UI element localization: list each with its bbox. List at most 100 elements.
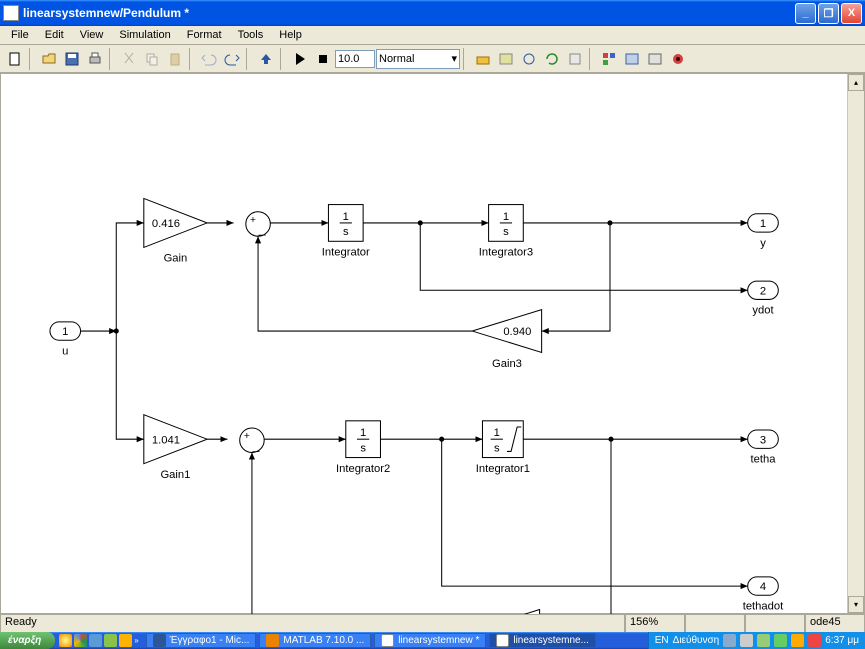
quick-launch-expand[interactable]: »	[134, 636, 138, 645]
tray-icon[interactable]	[808, 634, 821, 647]
stop-button[interactable]	[312, 48, 334, 70]
svg-text:1.041: 1.041	[152, 434, 180, 446]
svg-text:0.416: 0.416	[152, 218, 180, 230]
word-icon	[153, 634, 166, 647]
model-canvas-frame: 1u1y2ydot3tetha4tethadot0.416Gain1.041Ga…	[0, 73, 865, 614]
undo-button[interactable]	[198, 48, 220, 70]
tray-icon[interactable]	[740, 634, 753, 647]
chrome-icon[interactable]	[74, 634, 87, 647]
svg-text:s: s	[360, 442, 366, 454]
svg-text:s: s	[343, 226, 349, 238]
menu-tools[interactable]: Tools	[231, 28, 271, 42]
svg-text:Gain1: Gain1	[160, 469, 190, 481]
run-button[interactable]	[289, 48, 311, 70]
status-ready: Ready	[0, 615, 625, 633]
refresh-icon[interactable]	[541, 48, 563, 70]
status-solver: ode45	[805, 615, 865, 633]
maximize-button[interactable]: ❐	[818, 3, 839, 24]
svg-text:1: 1	[760, 218, 766, 230]
svg-text:Integrator2: Integrator2	[336, 463, 390, 475]
build-icon[interactable]	[472, 48, 494, 70]
svg-text:ydot: ydot	[752, 305, 774, 317]
ql-icon[interactable]	[119, 634, 132, 647]
toolbar-icon-3[interactable]	[518, 48, 540, 70]
svg-text:1: 1	[360, 427, 366, 439]
svg-text:Integrator1: Integrator1	[476, 463, 530, 475]
network-icon[interactable]	[774, 634, 787, 647]
svg-text:s: s	[494, 442, 500, 454]
svg-text:tetha: tetha	[751, 454, 777, 466]
desktop-icon[interactable]	[104, 634, 117, 647]
task-label: linearsystemne...	[513, 635, 589, 646]
task-button-1[interactable]: MATLAB 7.10.0 ...	[259, 633, 371, 648]
menu-edit[interactable]: Edit	[38, 28, 71, 42]
scroll-up-button[interactable]: ▴	[848, 74, 864, 91]
redo-button[interactable]	[221, 48, 243, 70]
svg-text:tethadot: tethadot	[743, 601, 784, 613]
open-button[interactable]	[38, 48, 60, 70]
library-browser-icon[interactable]	[598, 48, 620, 70]
svg-text:Integrator3: Integrator3	[479, 247, 533, 259]
svg-text:2: 2	[760, 285, 766, 297]
debug-icon[interactable]	[667, 48, 689, 70]
svg-text:+: +	[250, 215, 256, 226]
svg-text:y: y	[760, 237, 766, 249]
nav-up-button[interactable]	[255, 48, 277, 70]
svg-text:u: u	[62, 346, 68, 358]
tray-icon[interactable]	[791, 634, 804, 647]
windows-taskbar: έναρξη » Έγγραφο1 - Mic... MATLAB 7.10.0…	[0, 632, 865, 649]
menu-format[interactable]: Format	[180, 28, 229, 42]
window-title: linearsystemnew/Pendulum *	[23, 6, 793, 20]
simulink-icon	[381, 634, 394, 647]
menu-help[interactable]: Help	[272, 28, 309, 42]
window-titlebar: linearsystemnew/Pendulum * _ ❐ X	[0, 0, 865, 26]
copy-button[interactable]	[141, 48, 163, 70]
svg-text:1: 1	[343, 211, 349, 223]
svg-text:Integrator: Integrator	[322, 247, 370, 259]
save-button[interactable]	[61, 48, 83, 70]
svg-text:1: 1	[494, 427, 500, 439]
tray-icon[interactable]	[723, 634, 736, 647]
clock[interactable]: 6:37 μμ	[825, 635, 859, 646]
status-empty2	[745, 615, 805, 633]
sim-mode-select[interactable]: Normal▾	[376, 49, 460, 69]
volume-icon[interactable]	[757, 634, 770, 647]
task-label: linearsystemnew *	[398, 635, 479, 646]
browser-icon[interactable]	[59, 634, 72, 647]
svg-text:_: _	[258, 222, 266, 236]
svg-text:+: +	[244, 431, 250, 442]
system-tray: EN Διεύθυνση 6:37 μμ	[648, 632, 865, 649]
address-label[interactable]: Διεύθυνση	[673, 635, 720, 646]
new-button[interactable]	[4, 48, 26, 70]
task-label: Έγγραφο1 - Mic...	[170, 635, 250, 646]
paste-button[interactable]	[164, 48, 186, 70]
block-diagram[interactable]: 1u1y2ydot3tetha4tethadot0.416Gain1.041Ga…	[1, 74, 864, 625]
menu-bar: File Edit View Simulation Format Tools H…	[0, 26, 865, 45]
model-explorer-icon[interactable]	[621, 48, 643, 70]
toolbar-icon-5[interactable]	[564, 48, 586, 70]
print-button[interactable]	[84, 48, 106, 70]
close-button[interactable]: X	[841, 3, 862, 24]
lang-indicator[interactable]: EN	[655, 635, 669, 646]
menu-view[interactable]: View	[73, 28, 111, 42]
task-button-2[interactable]: linearsystemnew *	[374, 633, 486, 648]
svg-text:Gain3: Gain3	[492, 358, 522, 370]
simulink-icon	[496, 634, 509, 647]
toolbar-icon-2[interactable]	[495, 48, 517, 70]
vertical-scrollbar[interactable]: ▴ ▾	[847, 74, 864, 613]
start-button[interactable]: έναρξη	[0, 632, 55, 649]
task-button-3[interactable]: linearsystemne...	[489, 633, 596, 648]
quick-launch: »	[59, 634, 138, 647]
minimize-button[interactable]: _	[795, 3, 816, 24]
menu-simulation[interactable]: Simulation	[112, 28, 177, 42]
cut-button[interactable]	[118, 48, 140, 70]
scroll-down-button[interactable]: ▾	[848, 596, 864, 613]
status-bar: Ready 156% ode45	[0, 614, 865, 632]
status-zoom: 156%	[625, 615, 685, 633]
matlab-icon	[266, 634, 279, 647]
sim-time-input[interactable]	[335, 50, 375, 68]
explorer-icon[interactable]	[89, 634, 102, 647]
toolbar-icon-8[interactable]	[644, 48, 666, 70]
menu-file[interactable]: File	[4, 28, 36, 42]
task-button-0[interactable]: Έγγραφο1 - Mic...	[146, 633, 257, 648]
